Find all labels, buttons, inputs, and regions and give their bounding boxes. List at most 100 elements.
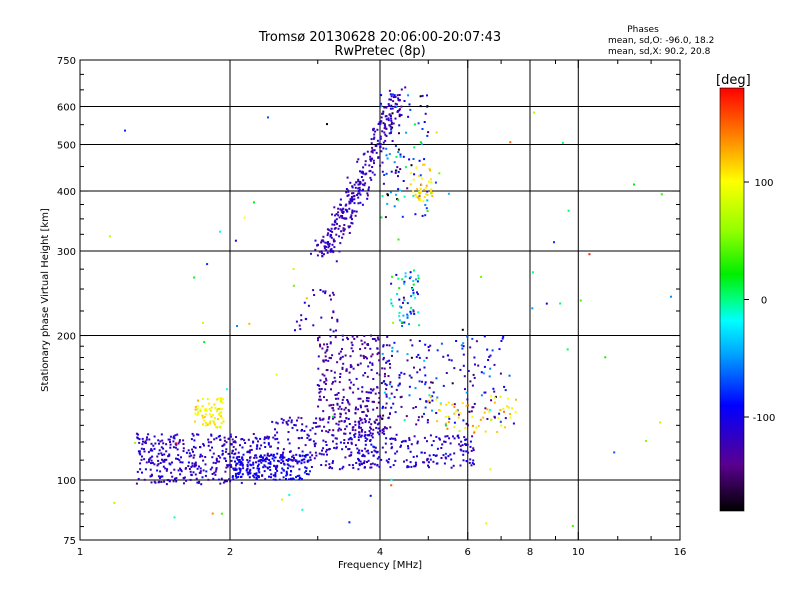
echo-point — [422, 461, 425, 464]
echo-point — [178, 439, 181, 442]
echo-point — [231, 476, 234, 479]
echo-point — [218, 414, 221, 417]
echo-point — [259, 454, 262, 457]
echo-point — [141, 443, 144, 446]
echo-point — [417, 311, 420, 314]
echo-point — [440, 447, 443, 449]
echo-point — [364, 372, 367, 374]
echo-point — [327, 243, 330, 246]
echo-point — [465, 422, 468, 425]
echo-point — [249, 468, 252, 471]
echo-point — [388, 153, 391, 155]
echo-point — [182, 477, 185, 480]
echo-point — [418, 324, 421, 327]
echo-point — [234, 460, 236, 463]
echo-point — [180, 470, 183, 473]
echo-point — [260, 456, 263, 459]
echo-point — [499, 420, 502, 423]
echo-point — [194, 408, 197, 411]
echo-point — [327, 359, 330, 362]
echo-point — [331, 243, 334, 246]
echo-point — [358, 422, 361, 425]
echo-point — [410, 172, 413, 175]
echo-point — [344, 456, 347, 459]
echo-point — [164, 458, 167, 461]
echo-point — [431, 192, 434, 195]
echo-point — [335, 422, 338, 425]
echo-point — [204, 474, 207, 477]
echo-point — [158, 442, 160, 445]
echo-point — [323, 245, 326, 248]
echo-point — [254, 482, 257, 485]
echo-point — [313, 294, 316, 296]
echo-point — [386, 360, 389, 363]
echo-point — [207, 444, 210, 447]
echo-point — [231, 452, 234, 455]
echo-point — [144, 442, 147, 445]
echo-point — [282, 468, 285, 471]
echo-point — [395, 106, 398, 108]
echo-point — [229, 455, 232, 458]
echo-point — [334, 437, 337, 440]
echo-point — [204, 456, 207, 458]
echo-point — [353, 210, 356, 213]
echo-point — [409, 108, 412, 111]
echo-point — [357, 364, 360, 367]
echo-point — [315, 425, 318, 428]
echo-point — [358, 188, 361, 191]
echo-point — [357, 436, 360, 439]
echo-point — [272, 455, 275, 458]
echo-point — [288, 416, 291, 419]
echo-point — [267, 462, 270, 465]
echo-point — [416, 280, 419, 283]
echo-point — [385, 172, 388, 175]
echo-point — [225, 466, 228, 469]
echo-point — [369, 388, 372, 391]
echo-point — [248, 322, 251, 325]
echo-point — [328, 242, 331, 245]
echo-point — [338, 216, 341, 219]
echo-point — [210, 441, 213, 444]
echo-point — [422, 200, 425, 203]
echo-point — [332, 403, 335, 406]
echo-point — [588, 253, 591, 256]
echo-point — [221, 416, 224, 419]
echo-point — [371, 462, 374, 465]
echo-point — [399, 445, 402, 448]
echo-point — [256, 445, 259, 448]
echo-point — [332, 251, 335, 254]
echo-point — [281, 467, 284, 470]
echo-point — [238, 461, 241, 464]
echo-point — [246, 459, 249, 462]
echo-point — [217, 408, 220, 410]
echo-point — [358, 181, 361, 184]
echo-point — [341, 467, 344, 470]
echo-point — [342, 210, 345, 213]
echo-point — [387, 375, 390, 377]
echo-point — [335, 233, 338, 236]
echo-point — [235, 468, 238, 471]
echo-point — [272, 474, 275, 477]
echo-point — [406, 466, 409, 469]
echo-point — [372, 428, 375, 431]
echo-point — [314, 442, 317, 445]
echo-point — [291, 477, 294, 480]
echo-point — [432, 440, 435, 442]
echo-point — [341, 236, 344, 239]
echo-point — [175, 442, 177, 445]
echo-point — [351, 464, 354, 467]
echo-point — [342, 396, 345, 399]
echo-point — [318, 425, 321, 428]
echo-point — [390, 98, 392, 101]
echo-point — [407, 445, 409, 448]
echo-point — [390, 478, 393, 481]
echo-point — [388, 98, 391, 101]
echo-point — [252, 474, 255, 477]
echo-point — [239, 469, 242, 472]
echo-point — [274, 478, 277, 481]
echo-point — [426, 199, 429, 202]
echo-point — [362, 354, 365, 357]
echo-point — [224, 450, 227, 453]
echo-point — [327, 431, 330, 434]
echo-point — [351, 198, 354, 201]
